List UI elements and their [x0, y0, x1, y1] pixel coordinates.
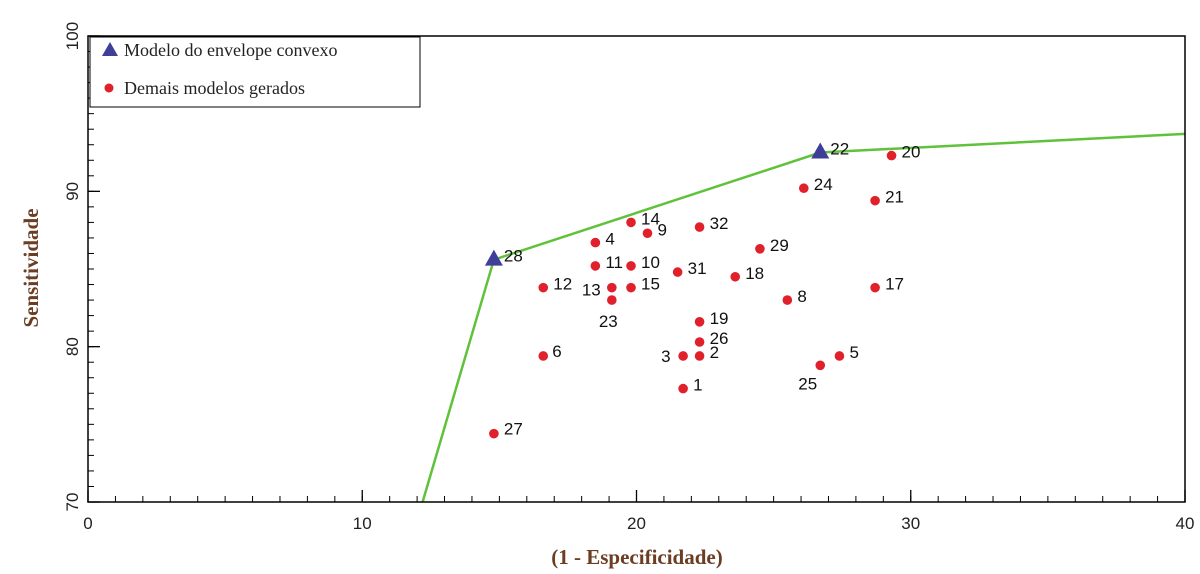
point-label: 29 — [770, 236, 789, 255]
point-label: 10 — [641, 253, 660, 272]
model-marker — [834, 351, 845, 361]
point-label: 9 — [657, 220, 666, 239]
legend-label-others: Demais modelos gerados — [124, 78, 305, 98]
plot-frame — [87, 35, 1186, 503]
model-marker — [730, 271, 741, 282]
point-label: 23 — [599, 312, 618, 331]
point-label: 5 — [849, 343, 858, 362]
model-marker — [815, 360, 826, 371]
hull-model-marker — [484, 249, 503, 266]
x-tick-label: 30 — [901, 514, 920, 533]
point-label: 25 — [798, 374, 817, 393]
point-label: 6 — [552, 342, 561, 361]
point-label: 32 — [710, 214, 729, 233]
point-label: 8 — [797, 287, 806, 306]
x-tick-label: 10 — [353, 514, 372, 533]
point-label: 4 — [605, 230, 614, 249]
y-tick-label: 100 — [63, 22, 82, 50]
model-marker — [626, 261, 636, 271]
point-label: 21 — [885, 188, 904, 207]
legend-box — [89, 36, 421, 108]
point-label: 18 — [745, 264, 764, 283]
model-marker — [538, 351, 549, 361]
model-marker — [678, 383, 688, 394]
model-marker — [590, 237, 601, 248]
model-marker — [694, 317, 705, 327]
point-label: 12 — [553, 275, 572, 294]
point-label: 19 — [710, 309, 729, 328]
model-marker — [642, 228, 653, 239]
legend-circle-icon — [104, 83, 114, 93]
legend: Modelo do envelope convexo Demais modelo… — [89, 36, 421, 108]
model-marker — [782, 295, 793, 305]
model-marker — [538, 282, 549, 293]
model-marker — [626, 282, 636, 293]
point-label: 3 — [661, 347, 670, 366]
point-label: 20 — [902, 143, 921, 162]
hull-line-layer — [421, 132, 1186, 503]
point-label: 31 — [688, 259, 707, 278]
model-marker — [870, 282, 880, 293]
model-marker — [607, 295, 617, 305]
model-marker — [626, 217, 636, 228]
legend-triangle-icon — [102, 42, 118, 56]
point-label: 2 — [710, 343, 719, 362]
y-tick-label: 80 — [63, 337, 82, 356]
point-label: 17 — [885, 275, 904, 294]
model-marker — [870, 195, 880, 206]
model-marker — [755, 244, 765, 254]
model-marker — [590, 261, 601, 271]
model-marker — [607, 282, 617, 293]
x-tick-label: 20 — [627, 514, 646, 533]
point-label: 11 — [605, 253, 623, 272]
model-marker — [489, 428, 499, 439]
point-label: 22 — [830, 140, 849, 159]
legend-label-hull: Modelo do envelope convexo — [124, 40, 337, 60]
point-label: 26 — [710, 329, 729, 348]
model-marker — [694, 337, 705, 347]
model-marker — [694, 351, 705, 361]
x-tick-label: 0 — [83, 514, 92, 533]
point-label: 13 — [582, 281, 601, 300]
model-marker — [886, 150, 897, 161]
hull-model-marker — [811, 142, 830, 159]
point-label: 15 — [641, 275, 660, 294]
hull-line — [421, 132, 1186, 503]
model-marker — [798, 183, 809, 194]
y-tick-label: 70 — [63, 493, 82, 512]
point-label: 28 — [504, 247, 523, 266]
y-axis-title: Sensitividade — [19, 208, 43, 327]
point-label: 14 — [641, 209, 660, 228]
x-tick-label: 40 — [1176, 514, 1195, 533]
model-marker — [672, 267, 683, 277]
axis-ticks: 0 10 20 30 40 70 80 90 100 — [63, 22, 1194, 533]
point-label: 24 — [814, 175, 833, 194]
x-axis-title: (1 - Especificidade) — [551, 545, 722, 569]
point-label: 27 — [504, 420, 523, 439]
model-marker — [678, 351, 688, 361]
point-label: 1 — [693, 376, 702, 395]
y-tick-label: 90 — [63, 182, 82, 201]
model-marker — [694, 222, 705, 232]
